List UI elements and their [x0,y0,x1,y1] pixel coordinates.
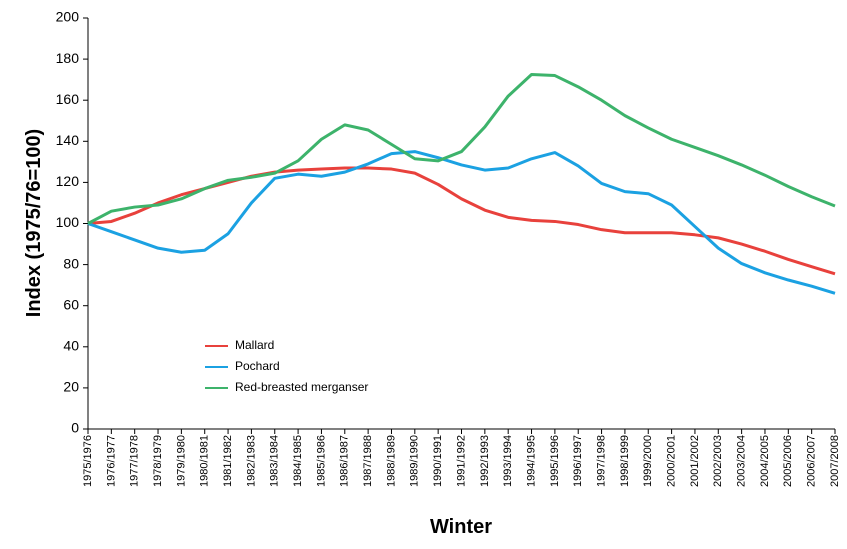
x-tick-label: 1994/1995 [525,435,537,487]
series-line [87,166,836,276]
x-tick-label: 2005/2006 [782,435,794,487]
x-tick-label: 1976/1977 [105,435,117,487]
x-tick-label: 1979/1980 [175,435,187,487]
x-tick-label: 1991/1992 [455,435,467,487]
x-tick-label: 2002/2003 [712,435,724,487]
legend-label: Mallard [235,338,274,352]
x-tick-label: 1982/1983 [245,435,257,487]
x-tick-label: 2007/2008 [829,435,841,487]
y-tick-label: 40 [63,338,79,354]
x-tick-label: 2003/2004 [736,435,748,487]
x-tick-label: 1990/1991 [432,435,444,487]
y-tick-label: 100 [56,214,80,230]
y-tick-label: 60 [63,296,79,312]
x-tick-label: 1988/1989 [385,435,397,487]
y-tick-label: 120 [56,173,80,189]
x-tick-label: 1981/1982 [222,435,234,487]
legend-label: Pochard [235,359,280,373]
series-line [87,73,836,225]
x-tick-label: 1980/1981 [199,435,211,487]
y-tick-label: 0 [71,420,79,436]
x-tick-label: 1992/1993 [479,435,491,487]
legend-label: Red-breasted merganser [235,380,368,394]
y-tick-label: 160 [56,91,80,107]
x-tick-label: 1984/1985 [292,435,304,487]
x-tick-label: 1978/1979 [152,435,164,487]
series-line [87,150,836,295]
y-axis-label: Index (1975/76=100) [23,129,45,317]
x-tick-label: 1998/1999 [619,435,631,487]
y-tick-label: 140 [56,132,80,148]
x-tick-label: 2001/2002 [689,435,701,487]
x-tick-label: 1977/1978 [129,435,141,487]
x-tick-label: 1985/1986 [315,435,327,487]
y-tick-label: 200 [56,9,80,25]
x-tick-label: 1986/1987 [339,435,351,487]
y-tick-label: 20 [63,379,79,395]
x-tick-label: 1983/1984 [269,435,281,487]
y-tick-label: 80 [63,255,79,271]
x-tick-label: 1975/1976 [82,435,94,487]
x-tick-label: 2000/2001 [666,435,678,487]
x-tick-label: 1993/1994 [502,435,514,487]
x-tick-label: 1989/1990 [409,435,421,487]
x-tick-label: 1996/1997 [572,435,584,487]
x-tick-label: 2004/2005 [759,435,771,487]
x-tick-label: 1995/1996 [549,435,561,487]
x-tick-label: 1999/2000 [642,435,654,487]
x-tick-label: 1997/1998 [595,435,607,487]
x-tick-label: 2006/2007 [806,435,818,487]
y-tick-label: 180 [56,50,80,66]
x-tick-label: 1987/1988 [362,435,374,487]
x-axis-label: Winter [430,516,492,538]
